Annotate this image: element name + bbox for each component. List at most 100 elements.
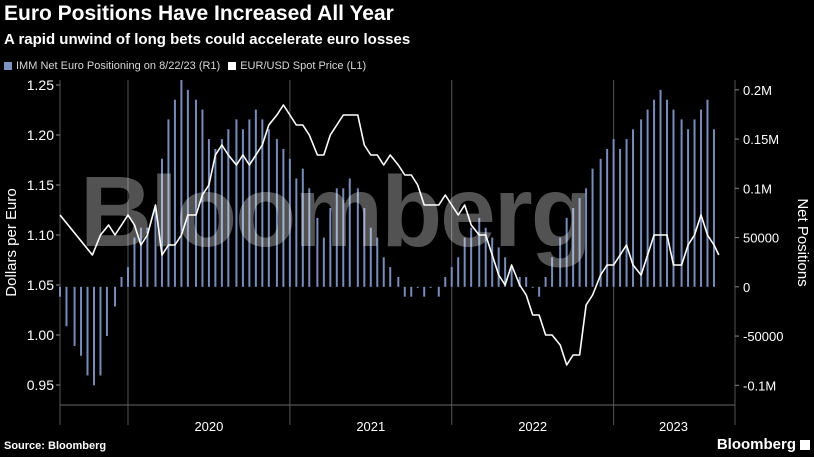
positioning-bar bbox=[86, 286, 89, 376]
positioning-bar bbox=[429, 286, 432, 288]
positioning-bar bbox=[687, 129, 690, 287]
left-tick-label: 1.25 bbox=[27, 77, 54, 93]
positioning-bar bbox=[518, 276, 521, 287]
positioning-bar bbox=[666, 99, 669, 287]
positioning-bar bbox=[382, 257, 385, 287]
positioning-bar bbox=[220, 139, 223, 287]
right-axis-title: Net Positions bbox=[794, 198, 811, 286]
positioning-bar bbox=[167, 119, 170, 287]
positioning-bar bbox=[389, 267, 392, 287]
positioning-bar bbox=[497, 247, 500, 287]
positioning-bar bbox=[585, 188, 588, 287]
axes-layer bbox=[56, 80, 739, 425]
positioning-bar bbox=[403, 286, 406, 297]
positioning-bar bbox=[146, 227, 149, 287]
positioning-bar bbox=[484, 227, 487, 287]
positioning-bar bbox=[207, 139, 210, 287]
right-tick-label: 0.15M bbox=[743, 132, 779, 147]
positioning-bar bbox=[457, 257, 460, 287]
positioning-bar bbox=[342, 188, 345, 287]
positioning-bar bbox=[599, 158, 602, 287]
positioning-bar bbox=[450, 267, 453, 287]
positioning-bar bbox=[369, 227, 372, 287]
chart-title: Euro Positions Have Increased All Year bbox=[4, 2, 394, 25]
positioning-bar bbox=[335, 188, 338, 287]
positioning-bar bbox=[606, 148, 609, 287]
positioning-bar bbox=[261, 119, 264, 287]
right-tick-label: 50000 bbox=[743, 231, 779, 246]
left-tick-label: 0.95 bbox=[27, 377, 54, 393]
positioning-bar bbox=[154, 208, 157, 287]
positioning-bar bbox=[632, 129, 635, 287]
positioning-bar bbox=[646, 109, 649, 287]
positioning-bar bbox=[538, 286, 541, 297]
positioning-bar bbox=[572, 208, 575, 287]
positioning-bar bbox=[376, 237, 379, 287]
brand-logo: Bloomberg bbox=[717, 436, 810, 453]
positioning-bar bbox=[133, 237, 136, 287]
x-tick-label: 2020 bbox=[194, 419, 223, 434]
positioning-bar bbox=[591, 168, 594, 287]
positioning-bar bbox=[248, 119, 251, 287]
positioning-bar bbox=[105, 286, 108, 337]
positioning-bar bbox=[356, 188, 359, 287]
right-tick-label: 0.1M bbox=[743, 181, 772, 196]
positioning-bar bbox=[525, 276, 528, 287]
positioning-bar bbox=[214, 148, 217, 287]
positioning-bar bbox=[235, 119, 238, 287]
positioning-bar bbox=[114, 286, 117, 307]
positioning-bar bbox=[653, 99, 656, 287]
positioning-bar bbox=[423, 286, 426, 297]
positioning-bar bbox=[241, 129, 244, 287]
positioning-bar bbox=[59, 286, 61, 297]
positioning-bar bbox=[92, 286, 95, 386]
line-layer bbox=[59, 104, 720, 366]
legend-item-spot: EUR/USD Spot Price (L1) bbox=[228, 60, 366, 72]
positioning-bar bbox=[706, 99, 709, 287]
positioning-bar bbox=[565, 217, 568, 287]
right-tick-label: -50000 bbox=[743, 329, 783, 344]
positioning-bar bbox=[363, 208, 366, 287]
positioning-bar bbox=[180, 80, 183, 287]
positioning-bar bbox=[267, 129, 270, 287]
positioning-bar bbox=[612, 139, 615, 287]
positioning-bar bbox=[194, 99, 197, 287]
positioning-bar bbox=[559, 237, 562, 287]
positioning-bar bbox=[329, 208, 332, 287]
spot-price-line bbox=[59, 104, 720, 366]
positioning-bar bbox=[397, 276, 400, 287]
positioning-bar bbox=[470, 227, 473, 287]
left-tick-label: 1.05 bbox=[27, 277, 54, 293]
positioning-bar bbox=[625, 139, 628, 287]
positioning-bar bbox=[491, 237, 494, 287]
right-tick-label: 0.2M bbox=[743, 83, 772, 98]
right-tick-label: -0.1M bbox=[743, 378, 776, 393]
positioning-bar bbox=[672, 109, 675, 287]
positioning-bar bbox=[531, 286, 534, 288]
positioning-bar bbox=[680, 119, 683, 287]
x-tick-label: 2021 bbox=[356, 419, 385, 434]
positioning-bar bbox=[139, 227, 142, 287]
source-note: Source: Bloomberg bbox=[4, 440, 107, 452]
legend-label-spot: EUR/USD Spot Price (L1) bbox=[240, 60, 367, 72]
positioning-bar bbox=[73, 286, 76, 346]
legend-swatch-positioning bbox=[4, 62, 12, 70]
positioning-bar bbox=[463, 237, 466, 287]
positioning-bar bbox=[316, 217, 319, 287]
positioning-bar bbox=[99, 286, 102, 376]
left-tick-label: 1.20 bbox=[27, 127, 54, 143]
positioning-bar bbox=[544, 276, 547, 287]
chart-legend: IMM Net Euro Positioning on 8/22/23 (R1)… bbox=[4, 60, 374, 72]
positioning-bar bbox=[551, 257, 554, 287]
positioning-bar bbox=[700, 109, 703, 287]
positioning-bar bbox=[65, 286, 68, 327]
positioning-bar bbox=[186, 89, 189, 287]
positioning-bar bbox=[444, 276, 447, 287]
positioning-bar bbox=[322, 237, 325, 287]
right-tick-label: 0 bbox=[743, 280, 750, 295]
legend-swatch-spot bbox=[228, 62, 237, 70]
positioning-bar bbox=[126, 267, 129, 287]
legend-item-positioning: IMM Net Euro Positioning on 8/22/23 (R1) bbox=[4, 60, 220, 72]
left-tick-label: 1.10 bbox=[27, 227, 54, 243]
